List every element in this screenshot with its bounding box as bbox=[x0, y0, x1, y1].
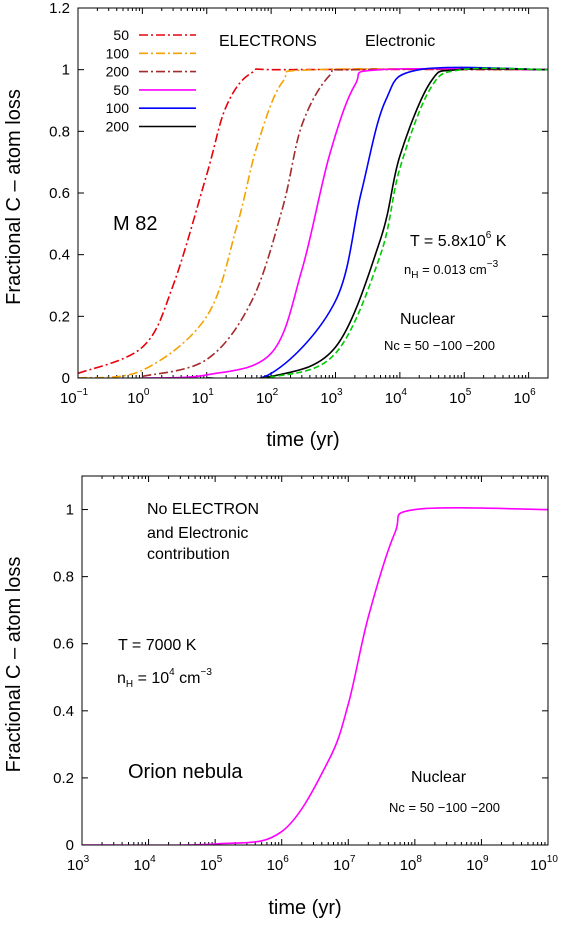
x-tick-label: 100 bbox=[127, 387, 150, 407]
y-tick-label: 0.4 bbox=[49, 247, 70, 264]
y-tick-label: 0.8 bbox=[49, 123, 70, 140]
nc-label: Nc = 50 −100 −200 bbox=[384, 338, 495, 353]
y-axis-label: Fractional C – atom loss bbox=[3, 89, 25, 305]
series-line-electrons-200 bbox=[142, 68, 548, 378]
density-subscript: H bbox=[411, 270, 418, 281]
legend-label: 50 bbox=[113, 27, 129, 43]
y-axis-label: Fractional C – atom loss bbox=[3, 557, 25, 773]
nuclear-label: Nuclear bbox=[400, 311, 456, 328]
density-exponent: −3 bbox=[487, 259, 499, 270]
legend-label: 200 bbox=[106, 64, 130, 80]
density-exponent: 4 bbox=[169, 667, 175, 678]
x-tick-label: 109 bbox=[466, 854, 489, 874]
legend: 50 100 200 50 100 200 ELECTRONS Electronic bbox=[106, 27, 436, 135]
y-tick-label: 0 bbox=[62, 370, 70, 387]
x-tick-exponent: 2 bbox=[273, 387, 279, 398]
galaxy-label: M 82 bbox=[113, 213, 157, 235]
temperature-label: T = 7000 K bbox=[118, 637, 197, 654]
x-tick-label: 102 bbox=[256, 387, 279, 407]
x-tick-exponent: 8 bbox=[416, 854, 422, 865]
x-tick-exponent: 7 bbox=[350, 854, 356, 865]
legend-label: 100 bbox=[106, 45, 130, 61]
x-tick-label: 104 bbox=[133, 854, 156, 874]
x-tick-label: 105 bbox=[200, 854, 223, 874]
legend-label: 100 bbox=[106, 100, 130, 116]
density-value: = 0.013 cm bbox=[418, 262, 486, 277]
x-tick-exponent: 3 bbox=[84, 854, 90, 865]
x-tick-label: 101 bbox=[192, 387, 215, 407]
x-axis-label: time (yr) bbox=[268, 897, 341, 919]
x-tick-exponent: 6 bbox=[530, 387, 536, 398]
x-tick-label: 103 bbox=[67, 854, 90, 874]
x-tick-label: 1010 bbox=[530, 854, 558, 874]
y-tick-label: 0.2 bbox=[49, 308, 70, 325]
x-tick-exponent: 3 bbox=[337, 387, 343, 398]
series-line-electrons-100 bbox=[78, 67, 548, 378]
x-tick-exponent: 4 bbox=[401, 387, 407, 398]
temperature-label: T = 5.8x106 K bbox=[410, 230, 507, 250]
y-tick-label: 0 bbox=[66, 837, 74, 854]
legend-label: 50 bbox=[113, 82, 129, 98]
legend-header-electronic: Electronic bbox=[365, 33, 435, 50]
plot-frame bbox=[77, 7, 549, 379]
note-line-2: and Electronic bbox=[147, 525, 248, 542]
y-tick-label: 0.6 bbox=[53, 636, 74, 653]
x-tick-exponent: −1 bbox=[77, 387, 89, 398]
y-tick-label: 1.2 bbox=[49, 0, 70, 17]
x-tick-exponent: 5 bbox=[217, 854, 223, 865]
temperature-unit: K bbox=[491, 233, 506, 250]
object-label: Orion nebula bbox=[128, 761, 243, 783]
nuclear-label: Nuclear bbox=[411, 769, 467, 786]
plot-area bbox=[78, 66, 548, 378]
legend-label: 200 bbox=[106, 119, 130, 135]
y-tick-label: 0.6 bbox=[49, 185, 70, 202]
legend-header-electrons: ELECTRONS bbox=[219, 33, 317, 50]
series-line-electronic-50 bbox=[142, 67, 548, 378]
density-unit-exponent: −3 bbox=[201, 667, 213, 678]
series-line-nuclear-nuclear bbox=[206, 67, 548, 378]
x-tick-exponent: 1 bbox=[208, 387, 214, 398]
x-tick-exponent: 0 bbox=[144, 387, 150, 398]
y-tick-label: 0.2 bbox=[53, 770, 74, 787]
plot-area bbox=[82, 507, 548, 845]
x-tick-exponent: 9 bbox=[483, 854, 489, 865]
series-line-electrons-50 bbox=[78, 68, 548, 375]
density-subscript: H bbox=[126, 679, 133, 690]
note-line-1: No ELECTRON bbox=[147, 501, 259, 518]
series-line-electronic-100 bbox=[206, 66, 548, 378]
series-line-nuclear bbox=[82, 507, 548, 845]
x-tick-label: 104 bbox=[385, 387, 408, 407]
x-axis-label: time (yr) bbox=[266, 429, 339, 451]
x-tick-label: 106 bbox=[513, 387, 536, 407]
y-tick-label: 1 bbox=[62, 62, 70, 79]
density-label: nH = 104 cm−3 bbox=[117, 667, 212, 690]
y-tick-label: 0.8 bbox=[53, 569, 74, 586]
x-tick-exponent: 6 bbox=[283, 854, 289, 865]
density-value: = 10 bbox=[133, 670, 169, 687]
y-tick-label: 0.4 bbox=[53, 703, 74, 720]
panel-top: 00.20.40.60.811.210−1 100 101 102 103 104 105 1… bbox=[3, 0, 549, 451]
density-label: nH = 0.013 cm−3 bbox=[404, 259, 499, 281]
x-tick-label: 106 bbox=[267, 854, 290, 874]
temperature-exponent: 6 bbox=[486, 230, 492, 241]
x-tick-label: 108 bbox=[400, 854, 423, 874]
x-tick-exponent: 4 bbox=[150, 854, 156, 865]
plot-frame bbox=[81, 475, 549, 846]
note-line-3: contribution bbox=[147, 546, 230, 563]
nc-label: Nc = 50 −100 −200 bbox=[389, 800, 500, 815]
x-tick-label: 107 bbox=[333, 854, 356, 874]
x-tick-label: 105 bbox=[449, 387, 472, 407]
y-tick-label: 1 bbox=[66, 502, 74, 519]
x-tick-exponent: 10 bbox=[547, 854, 559, 865]
density-unit: cm bbox=[175, 670, 201, 687]
series-line-electronic-200 bbox=[206, 67, 548, 378]
x-tick-exponent: 5 bbox=[466, 387, 472, 398]
x-tick-label: 103 bbox=[320, 387, 343, 407]
x-tick-label: 10−1 bbox=[60, 387, 89, 407]
